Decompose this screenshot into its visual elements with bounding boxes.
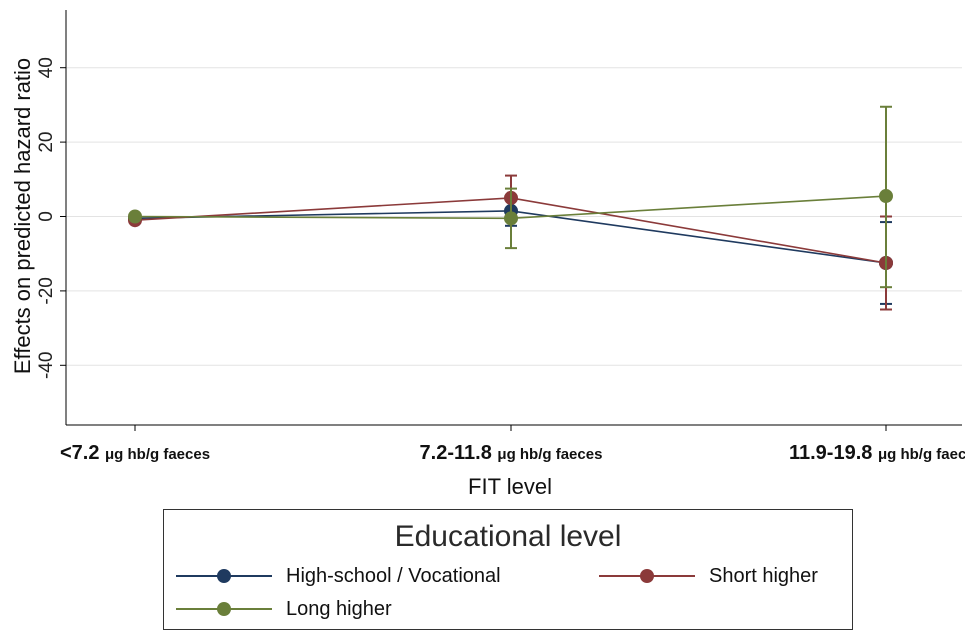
legend-label-high-school: High-school / Vocational bbox=[286, 564, 501, 587]
x-tick-label-unit: μg hb/g faeces bbox=[878, 446, 965, 463]
data-point bbox=[879, 189, 893, 204]
x-tick-label: 7.2-11.8 μg hb/g faeces bbox=[420, 442, 603, 464]
x-tick-label: <7.2 μg hb/g faeces bbox=[60, 442, 210, 464]
legend-swatch-high-school bbox=[176, 564, 272, 588]
legend-title: Educational level bbox=[394, 520, 622, 553]
y-tick-label: 40 bbox=[36, 57, 57, 78]
chart: Effects on predicted hazard ratio FIT le… bbox=[10, 10, 965, 499]
x-tick-label-main: 7.2-11.8 bbox=[420, 442, 498, 464]
legend-item-high-school: High-school / Vocational bbox=[176, 564, 501, 588]
x-tick-label-unit: μg hb/g faeces bbox=[105, 446, 210, 463]
x-tick-label: 11.9-19.8 μg hb/g faeces bbox=[789, 442, 965, 464]
y-tick-label: -40 bbox=[36, 352, 57, 379]
series-long-higher bbox=[128, 105, 893, 289]
y-tick-label: 0 bbox=[36, 211, 57, 222]
legend-label-long-higher: Long higher bbox=[286, 597, 392, 620]
data-point bbox=[128, 209, 142, 224]
legend-item-long-higher: Long higher bbox=[176, 597, 392, 621]
x-axis-title: FIT level bbox=[468, 474, 552, 499]
legend-label-short-higher: Short higher bbox=[709, 564, 818, 587]
x-tick-label-unit: μg hb/g faeces bbox=[497, 446, 602, 463]
x-tick-label-main: <7.2 bbox=[60, 442, 105, 464]
y-tick-label: 20 bbox=[36, 132, 57, 153]
data-point bbox=[504, 211, 518, 226]
x-tick-label-main: 11.9-19.8 bbox=[789, 442, 878, 464]
y-axis-title: Effects on predicted hazard ratio bbox=[10, 58, 35, 374]
y-tick-label: -20 bbox=[36, 277, 57, 304]
legend-item-short-higher: Short higher bbox=[599, 564, 818, 588]
legend-swatch-short-higher bbox=[599, 564, 695, 588]
legend-swatch-long-higher bbox=[176, 597, 272, 621]
legend: Educational level High-school / Vocation… bbox=[163, 509, 853, 630]
